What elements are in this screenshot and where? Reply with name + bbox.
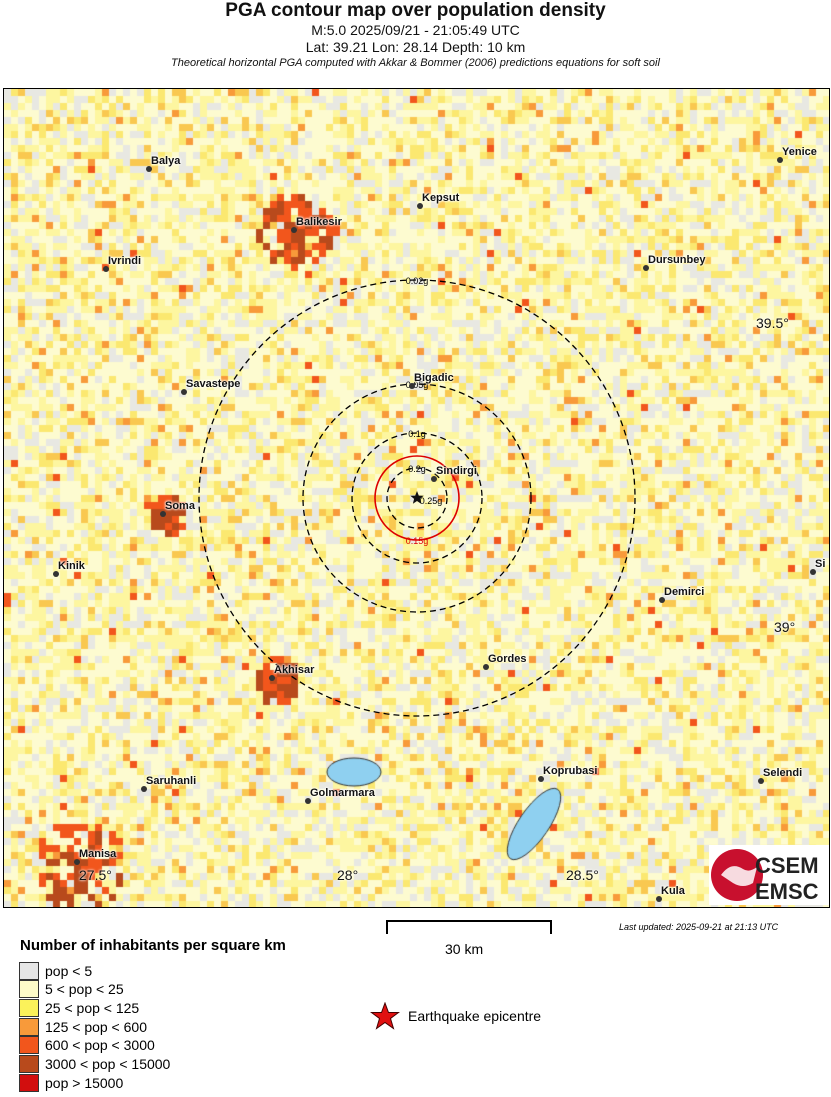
epicentre-legend-label: Earthquake epicentre	[408, 1008, 542, 1024]
method-note: Theoretical horizontal PGA computed with…	[171, 57, 660, 69]
legend-item: 125 < pop < 600	[19, 1017, 147, 1036]
town-marker	[483, 664, 489, 670]
town-marker	[74, 859, 80, 865]
contour-label: 0.1g	[408, 429, 426, 439]
legend-swatch	[19, 980, 39, 999]
town-marker	[538, 776, 544, 782]
contour-label: 0.2g	[408, 464, 426, 474]
epicentre-star-icon	[410, 491, 424, 504]
town-marker	[269, 675, 275, 681]
town-marker	[643, 265, 649, 271]
town-marker	[146, 166, 152, 172]
contour-label: 0.25g	[420, 496, 443, 506]
event-magnitude-time: M:5.0 2025/09/21 - 21:05:49 UTC	[311, 22, 520, 38]
legend-item-label: pop < 5	[45, 962, 93, 979]
legend-swatch	[19, 1073, 39, 1092]
lon-label-28-5: 28.5°	[566, 867, 599, 883]
pga-contour-0.2g	[386, 467, 448, 529]
legend-item: pop > 15000	[19, 1073, 123, 1092]
town-label: Demirci	[664, 586, 705, 598]
town-label: Yenice	[782, 146, 817, 158]
town-marker	[810, 569, 816, 575]
pga-contour-0.05g	[302, 383, 532, 613]
scale-bar	[386, 920, 552, 934]
town-marker	[417, 203, 423, 209]
legend-title: Number of inhabitants per square km	[20, 937, 286, 954]
contour-label: 0.15g	[406, 536, 429, 546]
legend-swatch	[19, 961, 39, 980]
contour-label: 0.05g	[406, 380, 429, 390]
legend-swatch	[19, 1055, 39, 1073]
star-icon	[370, 1002, 400, 1030]
town-marker	[291, 227, 297, 233]
lat-label-39: 39°	[774, 619, 796, 635]
legend-item: pop < 5	[19, 961, 92, 980]
legend-swatch	[19, 1017, 39, 1036]
svg-text:CSEM: CSEM	[755, 853, 819, 878]
legend-swatch	[19, 1036, 39, 1055]
legend-swatch	[19, 998, 39, 1017]
town-label: Kinik	[58, 560, 85, 572]
town-marker	[409, 383, 415, 389]
town-marker	[431, 476, 437, 482]
town-label: Kula	[661, 885, 685, 897]
town-marker	[659, 597, 665, 603]
town-marker	[758, 778, 764, 784]
town-label: Manisa	[79, 848, 117, 860]
pga-contour-0.02g	[198, 279, 636, 717]
legend-item-label: 125 < pop < 600	[45, 1018, 147, 1035]
town-marker	[305, 798, 311, 804]
town-marker	[53, 571, 59, 577]
town-label: Selendi	[763, 767, 803, 779]
legend-item: 5 < pop < 25	[19, 980, 124, 999]
town-label: Kepsut	[422, 192, 460, 204]
legend-item: 600 < pop < 3000	[19, 1036, 155, 1055]
town-label: Soma	[165, 500, 195, 512]
lat-label-39-5: 39.5°	[756, 315, 789, 331]
csem-emsc-logo: CSEM EMSC	[709, 845, 829, 905]
lon-label-27-5: 27.5°	[79, 867, 112, 883]
town-marker	[656, 896, 662, 902]
town-label: Balikesir	[296, 216, 342, 228]
pga-contour-0.1g	[351, 432, 483, 564]
pga-contours: 0.02g 0.05g 0.1g 0.15g 0.2g 0.25g	[198, 276, 636, 717]
town-label: Savastepe	[186, 378, 241, 390]
last-updated: Last updated: 2025-09-21 at 21:13 UTC	[619, 922, 779, 932]
town-marker	[141, 786, 147, 792]
town-label: Akhisar	[274, 664, 315, 676]
town-label: Ivrindi	[108, 255, 142, 267]
town-label: Golmarmara	[310, 787, 375, 799]
legend-item: 3000 < pop < 15000	[19, 1055, 170, 1074]
legend-item: 25 < pop < 125	[19, 998, 139, 1017]
town-label: Gordes	[488, 653, 527, 665]
legend-item-label: 5 < pop < 25	[45, 981, 124, 998]
legend-item-label: 3000 < pop < 15000	[45, 1056, 171, 1072]
town-label: Sindirgi	[436, 465, 477, 477]
svg-text:EMSC: EMSC	[755, 879, 819, 904]
legend-item-label: 600 < pop < 3000	[45, 1037, 155, 1054]
population-density-map: 0.02g 0.05g 0.1g 0.15g 0.2g 0.25g Balya Kepsut…	[3, 88, 830, 908]
town-label: Si	[815, 558, 826, 570]
map-title: PGA contour map over population density	[225, 0, 606, 21]
town-label: Koprubasi	[543, 765, 598, 777]
event-location: Lat: 39.21 Lon: 28.14 Depth: 10 km	[305, 39, 526, 55]
town-label: Dursunbey	[648, 254, 706, 266]
lon-label-28: 28°	[337, 867, 359, 883]
contour-label: 0.02g	[406, 276, 429, 286]
town-marker	[181, 389, 187, 395]
legend-item-label: pop > 15000	[45, 1074, 124, 1091]
town-marker	[103, 266, 109, 272]
epicentre-legend: Earthquake epicentre	[370, 1002, 541, 1030]
town-marker	[777, 157, 783, 163]
legend-item-label: 25 < pop < 125	[45, 999, 140, 1016]
town-label: Balya	[151, 155, 181, 167]
town-label: Saruhanli	[146, 775, 197, 787]
town-label: Bigadic	[414, 372, 454, 384]
scale-bar-label: 30 km	[445, 941, 484, 957]
pga-contour-0.15g	[374, 455, 460, 541]
town-marker	[160, 511, 166, 517]
